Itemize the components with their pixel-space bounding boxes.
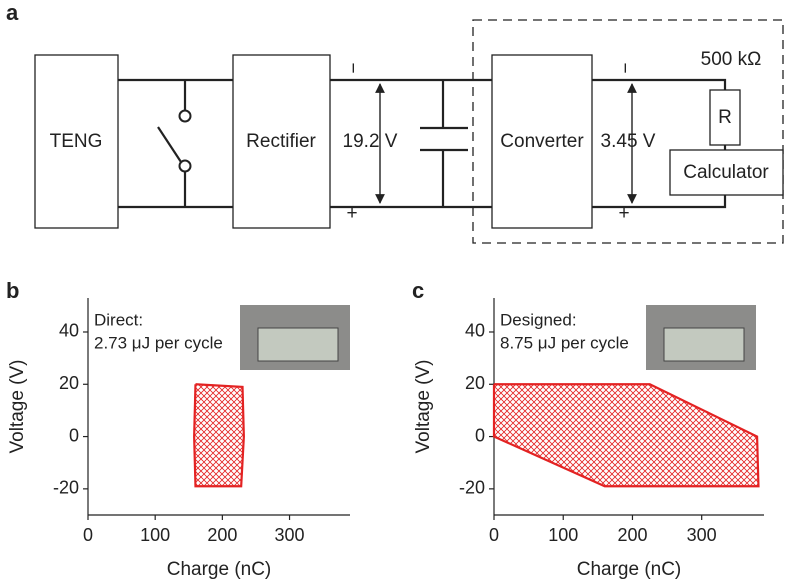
x-tick-label: 0 bbox=[489, 525, 499, 545]
x-tick-label: 200 bbox=[207, 525, 237, 545]
x-tick-label: 100 bbox=[140, 525, 170, 545]
dashed-box bbox=[472, 19, 784, 244]
x-tick-label: 0 bbox=[83, 525, 93, 545]
teng-label: TENG bbox=[50, 131, 103, 152]
voltage-label: 19.2 V bbox=[343, 131, 398, 152]
polarity: + bbox=[618, 203, 629, 224]
x-tick-label: 100 bbox=[548, 525, 578, 545]
y-tick-label: 20 bbox=[465, 373, 485, 393]
y-tick-label: 40 bbox=[465, 321, 485, 341]
x-tick-label: 300 bbox=[687, 525, 717, 545]
resistor-label: R bbox=[718, 107, 732, 128]
data-line bbox=[492, 383, 760, 488]
y-axis-label: Voltage (V) bbox=[7, 360, 28, 454]
calculator-label: Calculator bbox=[683, 162, 769, 183]
switch-contact bbox=[178, 109, 192, 123]
wires bbox=[118, 78, 727, 209]
switch-lever bbox=[157, 126, 182, 163]
data-line bbox=[193, 383, 245, 488]
annotation: Designed: bbox=[500, 310, 577, 329]
x-axis-label: Charge (nC) bbox=[167, 559, 272, 580]
switch-contact bbox=[178, 159, 192, 173]
resistor-box bbox=[709, 89, 741, 146]
circuit-diagram: a TENG Rectifier 19.2 V Converter 3.45 V… bbox=[6, 0, 784, 244]
x-axis-label: Charge (nC) bbox=[577, 559, 682, 580]
panel-label: b bbox=[6, 278, 19, 303]
rectifier-label: Rectifier bbox=[246, 131, 316, 152]
calculator-box bbox=[669, 149, 784, 196]
polarity: + bbox=[346, 203, 357, 224]
y-axis-label: Voltage (V) bbox=[413, 360, 434, 454]
calculator-screen bbox=[257, 327, 339, 362]
x-tick-label: 200 bbox=[617, 525, 647, 545]
polarity: − bbox=[614, 62, 635, 73]
polarity: − bbox=[342, 62, 363, 73]
panel-label: a bbox=[6, 0, 19, 25]
calculator-screen bbox=[663, 327, 745, 362]
y-tick-label: 20 bbox=[59, 373, 79, 393]
converter-label: Converter bbox=[500, 131, 584, 152]
x-tick-label: 300 bbox=[275, 525, 305, 545]
annotation: 2.73 μJ per cycle bbox=[94, 333, 223, 352]
y-tick-label: -20 bbox=[459, 478, 485, 498]
annotation: Direct: bbox=[94, 310, 143, 329]
capacitor bbox=[420, 126, 468, 152]
voltage-label: 3.45 V bbox=[601, 131, 656, 152]
rectifier-box bbox=[232, 54, 331, 229]
y-tick-label: 0 bbox=[69, 425, 79, 445]
y-tick-label: 0 bbox=[475, 425, 485, 445]
annotation: 8.75 μJ per cycle bbox=[500, 333, 629, 352]
panel-label: c bbox=[412, 278, 424, 303]
converter-box bbox=[491, 54, 593, 229]
y-tick-label: -20 bbox=[53, 478, 79, 498]
teng-box bbox=[34, 54, 119, 229]
y-tick-label: 40 bbox=[59, 321, 79, 341]
resistance-label: 500 kΩ bbox=[701, 49, 762, 70]
